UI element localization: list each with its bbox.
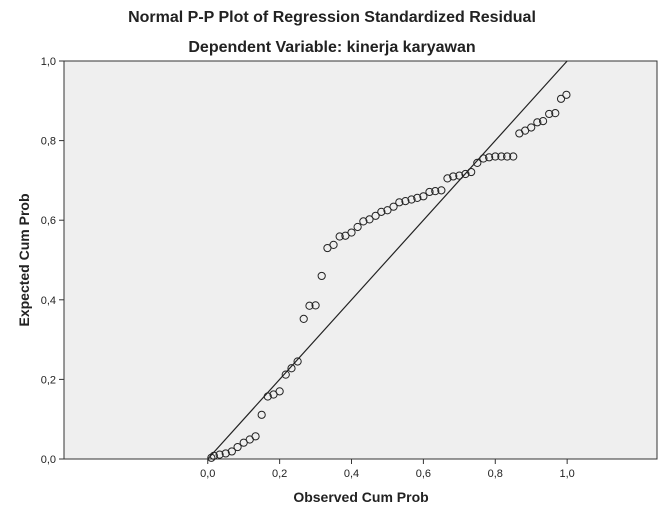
x-tick-label: 1,0	[560, 468, 575, 480]
data-point	[425, 187, 434, 197]
data-point	[461, 169, 470, 179]
data-point	[455, 171, 464, 180]
data-point	[311, 301, 320, 310]
data-point	[527, 123, 536, 132]
data-point	[371, 211, 380, 220]
plot-area	[63, 60, 658, 460]
data-point	[437, 186, 446, 195]
data-point	[407, 195, 416, 204]
data-point	[479, 154, 488, 163]
y-tick-label: 0,2	[41, 374, 56, 386]
data-point	[305, 301, 314, 310]
data-point	[473, 158, 482, 167]
data-point	[209, 451, 218, 460]
data-point	[443, 174, 452, 183]
data-point	[556, 94, 566, 103]
x-tick-label: 0,6	[416, 468, 431, 480]
data-point	[335, 232, 344, 241]
y-axis: 0,0 0,2 0,4 0,6 0,8 1,0	[41, 56, 64, 466]
data-point	[485, 153, 494, 162]
data-point	[389, 202, 398, 211]
data-point	[233, 442, 242, 452]
data-point	[207, 453, 216, 462]
chart-title: Normal P-P Plot of Regression Standardiz…	[128, 9, 536, 26]
data-point	[221, 449, 230, 458]
data-point	[317, 271, 326, 281]
data-point	[353, 222, 362, 232]
x-tick-label: 0,4	[344, 468, 359, 480]
data-point	[383, 206, 392, 215]
data-point	[395, 198, 404, 207]
data-point	[257, 410, 266, 419]
data-point	[562, 90, 571, 99]
data-point	[287, 364, 296, 373]
chart-subtitle: Dependent Variable: kinerja karyawan	[188, 39, 475, 56]
data-point	[509, 152, 518, 161]
data-point	[533, 118, 542, 127]
data-point	[281, 370, 290, 379]
data-point	[401, 196, 410, 206]
data-point	[365, 215, 374, 224]
data-point	[275, 387, 284, 396]
data-point	[227, 447, 236, 456]
y-tick-label: 0,4	[41, 295, 56, 307]
data-point	[377, 207, 386, 216]
data-point	[419, 192, 428, 201]
y-axis-label: Expected Cum Prob	[16, 193, 32, 326]
data-point	[215, 450, 224, 459]
x-tick-label: 0,8	[488, 468, 503, 480]
data-point	[491, 152, 500, 161]
data-point	[503, 152, 512, 161]
data-point	[431, 187, 440, 196]
data-point	[251, 432, 260, 441]
data-point	[413, 193, 422, 203]
data-point	[293, 357, 302, 366]
data-point	[299, 314, 308, 324]
data-point	[329, 240, 338, 249]
x-axis-label: Observed Cum Prob	[293, 489, 428, 505]
y-tick-label: 1,0	[41, 56, 56, 68]
data-point	[538, 116, 548, 126]
x-axis: 0,0 0,2 0,4 0,6 0,8 1,0	[200, 459, 575, 480]
data-point	[359, 217, 368, 226]
x-tick-label: 0,2	[272, 468, 287, 480]
data-point	[467, 167, 476, 177]
data-points	[207, 90, 571, 462]
x-tick-label: 0,0	[200, 468, 215, 480]
data-point	[551, 109, 560, 118]
y-tick-label: 0,0	[41, 454, 56, 466]
data-point	[545, 109, 554, 119]
y-tick-label: 0,6	[41, 215, 56, 227]
data-point	[449, 172, 458, 181]
y-tick-label: 0,8	[41, 136, 56, 148]
data-point	[347, 228, 356, 237]
data-point	[497, 152, 506, 161]
data-point	[263, 392, 272, 401]
